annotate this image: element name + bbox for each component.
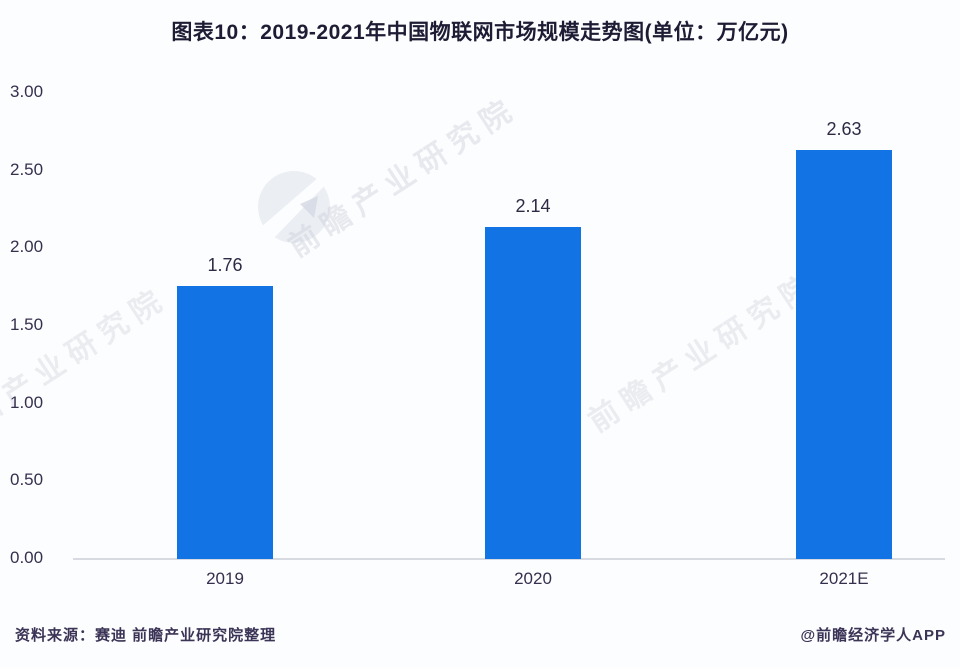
y-axis-tick-label: 0.50 bbox=[10, 470, 44, 490]
y-axis-tick-label: 2.00 bbox=[10, 237, 44, 257]
x-axis-category-label: 2019 bbox=[206, 569, 244, 588]
x-axis-category-label: 2020 bbox=[514, 569, 552, 588]
qianzhan-logo-watermark bbox=[258, 171, 334, 243]
y-axis-tick-label: 1.50 bbox=[10, 315, 44, 334]
y-axis-tick-label: 2.50 bbox=[10, 159, 44, 179]
y-axis-tick-label: 3.00 bbox=[10, 82, 44, 101]
x-axis-line bbox=[73, 558, 945, 560]
watermark-text: 前瞻产业研究院 bbox=[582, 266, 824, 439]
app-credit: @前瞻经济学人APP bbox=[800, 627, 946, 644]
source-note: 资料来源：赛迪 前瞻产业研究院整理 bbox=[15, 627, 277, 644]
bar-value-label: 2.14 bbox=[515, 196, 551, 216]
bar-2020 bbox=[485, 227, 581, 559]
watermark-text: 前瞻产业研究院 bbox=[0, 281, 174, 454]
page-title: 图表10：2019-2021年中国物联网市场规模走势图(单位：万亿元) bbox=[171, 21, 789, 44]
y-axis-tick-label: 1.00 bbox=[10, 392, 44, 412]
y-axis-tick-label: 0.00 bbox=[10, 548, 44, 567]
bar-value-label: 2.63 bbox=[826, 119, 862, 139]
bar-value-label: 1.76 bbox=[207, 255, 243, 275]
x-axis-category-label: 2021E bbox=[819, 569, 869, 588]
bar-2021E bbox=[796, 150, 892, 559]
bar-2019 bbox=[177, 286, 273, 559]
